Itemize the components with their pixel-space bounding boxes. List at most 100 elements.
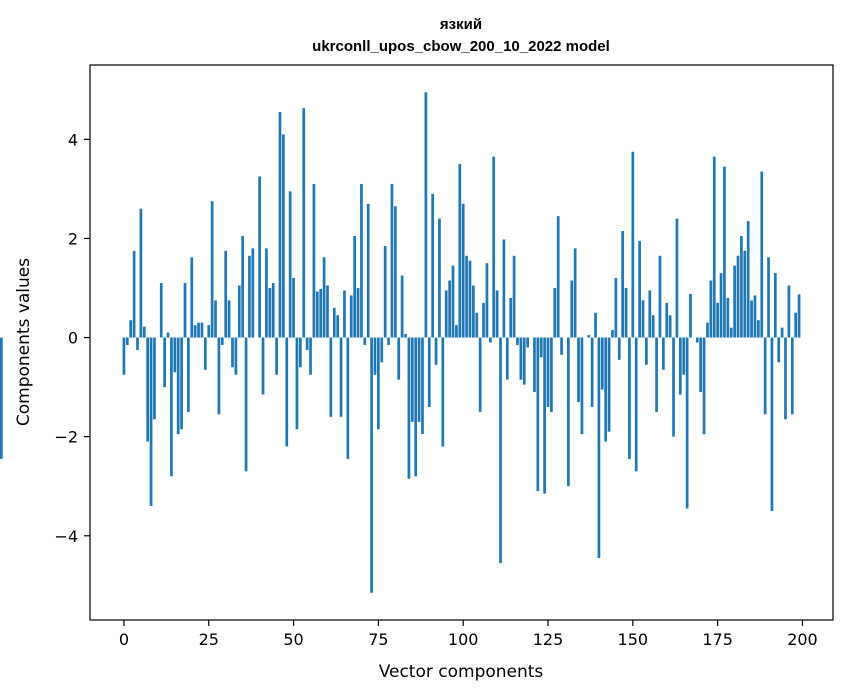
bar bbox=[132, 250, 136, 338]
x-axis-ticks: 0 25 50 75 100 125 150 175 200 bbox=[119, 620, 818, 649]
bar bbox=[567, 337, 570, 487]
bar bbox=[241, 235, 245, 338]
bar bbox=[319, 288, 323, 338]
bar bbox=[624, 287, 628, 338]
bar bbox=[455, 325, 458, 338]
bar bbox=[597, 337, 601, 559]
bar bbox=[444, 290, 448, 338]
bar bbox=[393, 206, 397, 338]
bar bbox=[773, 273, 777, 338]
bar bbox=[740, 235, 743, 338]
bar bbox=[526, 337, 530, 348]
bar bbox=[611, 330, 614, 338]
bar bbox=[180, 337, 183, 430]
bar bbox=[173, 337, 177, 373]
bar bbox=[665, 302, 669, 338]
bar bbox=[163, 337, 166, 388]
bar bbox=[570, 280, 574, 338]
x-tick-label: 75 bbox=[368, 630, 388, 649]
bar bbox=[536, 337, 540, 492]
bar bbox=[427, 337, 431, 407]
bar bbox=[295, 337, 299, 430]
bar bbox=[499, 337, 502, 564]
bar bbox=[271, 283, 275, 338]
y-tick-label: 0 bbox=[68, 329, 78, 348]
bar bbox=[723, 166, 726, 338]
bar bbox=[217, 337, 221, 415]
bar bbox=[153, 337, 156, 420]
bar bbox=[176, 337, 180, 435]
bar bbox=[231, 337, 234, 368]
bar bbox=[607, 337, 611, 432]
chart-title: язкий bbox=[440, 16, 482, 33]
bar bbox=[716, 302, 719, 338]
bar bbox=[380, 337, 384, 363]
bar bbox=[614, 278, 618, 338]
bar bbox=[275, 337, 278, 375]
bar bbox=[322, 257, 326, 338]
bar bbox=[214, 300, 217, 338]
bar bbox=[278, 112, 282, 338]
bar bbox=[390, 183, 394, 338]
x-tick-label: 25 bbox=[199, 630, 219, 649]
bar bbox=[244, 337, 248, 472]
bar bbox=[309, 337, 312, 375]
bar bbox=[404, 334, 407, 338]
bar bbox=[149, 337, 153, 507]
bar bbox=[234, 337, 238, 375]
bar bbox=[678, 337, 682, 395]
bar bbox=[400, 275, 404, 338]
bar bbox=[421, 337, 424, 435]
bar bbox=[461, 203, 465, 338]
bar bbox=[224, 250, 228, 338]
bar bbox=[787, 285, 791, 338]
bar bbox=[655, 337, 658, 412]
bar bbox=[298, 337, 302, 368]
bar bbox=[207, 325, 211, 338]
bar bbox=[305, 337, 309, 350]
bar bbox=[414, 337, 418, 477]
bar bbox=[0, 337, 3, 459]
bar bbox=[227, 300, 231, 338]
bar bbox=[600, 337, 604, 390]
chart-subtitle: ukrconll_upos_cbow_200_10_2022 model bbox=[312, 38, 610, 55]
bar bbox=[512, 255, 516, 338]
bar bbox=[373, 337, 377, 375]
bar bbox=[784, 337, 787, 420]
x-tick-label: 175 bbox=[702, 630, 733, 649]
y-tick-label: 2 bbox=[68, 229, 78, 248]
bar bbox=[465, 255, 468, 338]
bar bbox=[760, 171, 764, 338]
bar bbox=[329, 337, 333, 417]
bar bbox=[448, 280, 451, 338]
bar bbox=[577, 337, 580, 402]
bar bbox=[302, 108, 306, 338]
bar bbox=[617, 337, 621, 360]
bar bbox=[397, 337, 401, 380]
bar bbox=[268, 287, 272, 338]
bar bbox=[315, 291, 319, 338]
bar bbox=[434, 337, 438, 365]
bar bbox=[757, 320, 760, 338]
bar bbox=[638, 240, 641, 338]
bar bbox=[200, 322, 204, 338]
bar bbox=[753, 295, 757, 338]
bar bbox=[336, 315, 340, 338]
bar bbox=[472, 285, 475, 338]
x-tick-label: 100 bbox=[448, 630, 479, 649]
bar bbox=[417, 337, 421, 422]
bar bbox=[641, 300, 645, 338]
y-tick-label: 4 bbox=[68, 130, 78, 149]
bar bbox=[478, 337, 482, 412]
bar bbox=[746, 221, 750, 338]
bar bbox=[495, 290, 499, 338]
bar bbox=[203, 337, 207, 370]
bar bbox=[159, 283, 163, 338]
bar bbox=[706, 322, 709, 338]
bar bbox=[797, 294, 801, 338]
plot-frame bbox=[89, 64, 834, 621]
bar bbox=[699, 337, 703, 393]
bar bbox=[682, 337, 686, 375]
bar bbox=[312, 183, 316, 338]
